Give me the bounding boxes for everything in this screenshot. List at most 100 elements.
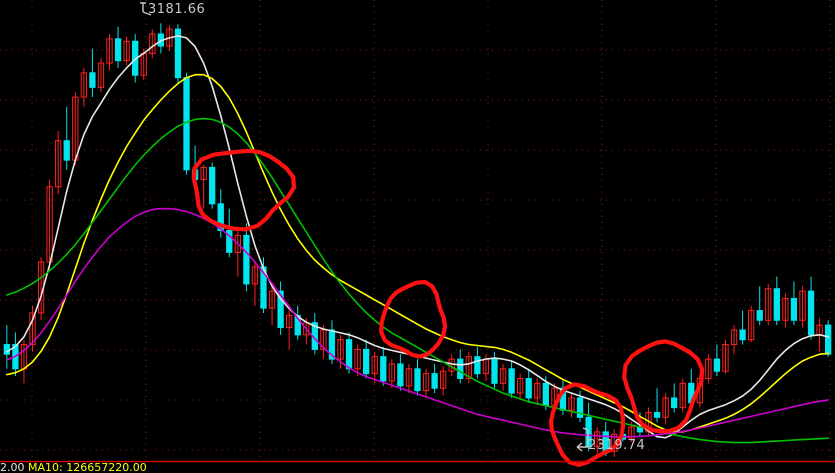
candlestick[interactable] xyxy=(294,305,301,340)
candlestick[interactable] xyxy=(20,339,28,384)
candlestick[interactable] xyxy=(465,351,472,384)
candlestick[interactable] xyxy=(568,393,575,418)
candlestick[interactable] xyxy=(371,351,378,384)
candlestick[interactable] xyxy=(790,281,798,326)
candlestick[interactable] xyxy=(405,363,413,394)
candle-body-up xyxy=(465,356,472,380)
candlestick[interactable] xyxy=(457,349,464,384)
candlestick[interactable] xyxy=(328,320,336,364)
candlestick[interactable] xyxy=(380,346,387,386)
candlestick[interactable] xyxy=(748,305,755,343)
candle-body-down xyxy=(491,358,498,384)
candle-body-down xyxy=(576,397,584,418)
candlestick[interactable] xyxy=(97,58,105,93)
volume-indicator-legend: 2.00 MA10: 126657220.00 xyxy=(0,462,835,473)
candlestick[interactable] xyxy=(739,310,746,345)
candle-body-up xyxy=(594,431,601,447)
candlestick[interactable] xyxy=(286,310,293,350)
candlestick[interactable] xyxy=(149,29,156,59)
candlestick[interactable] xyxy=(491,351,498,389)
candlestick[interactable] xyxy=(713,344,721,377)
candlestick[interactable] xyxy=(517,373,524,401)
candlestick[interactable] xyxy=(722,339,729,374)
candlestick[interactable] xyxy=(320,325,327,360)
hand-drawn-circle-annotation xyxy=(379,279,448,359)
candlestick[interactable] xyxy=(756,286,763,326)
candlestick[interactable] xyxy=(311,312,318,355)
candle-body-down xyxy=(328,329,336,360)
candlestick[interactable] xyxy=(345,332,353,374)
candle-body-down xyxy=(457,358,464,380)
candlestick[interactable] xyxy=(525,368,532,403)
candlestick[interactable] xyxy=(825,320,832,357)
candle-body-up xyxy=(662,397,669,418)
candlestick[interactable] xyxy=(251,262,259,306)
candlestick[interactable] xyxy=(354,344,361,377)
candle-body-up xyxy=(388,363,395,382)
candlestick-layer[interactable] xyxy=(3,23,832,458)
candlestick[interactable] xyxy=(337,334,344,369)
candlestick[interactable] xyxy=(653,388,661,423)
candlestick[interactable] xyxy=(799,286,806,328)
candlestick[interactable] xyxy=(114,26,122,68)
candlestick[interactable] xyxy=(773,276,780,326)
candlestick[interactable] xyxy=(200,164,207,209)
candlestick[interactable] xyxy=(234,228,241,277)
candlestick[interactable] xyxy=(730,325,738,355)
candlestick[interactable] xyxy=(422,368,430,398)
candlestick[interactable] xyxy=(671,383,678,413)
candlestick[interactable] xyxy=(29,305,36,352)
candle-body-up xyxy=(765,288,772,321)
candle-body-down xyxy=(739,329,746,341)
candle-body-up xyxy=(337,339,344,360)
candlestick[interactable] xyxy=(243,223,250,292)
candle-body-down xyxy=(3,344,10,355)
candle-body-down xyxy=(756,310,763,321)
candlestick[interactable] xyxy=(474,346,481,379)
candle-body-down xyxy=(217,203,224,232)
candlestick[interactable] xyxy=(268,286,276,326)
candle-body-up xyxy=(251,266,259,285)
candlestick[interactable] xyxy=(157,23,164,54)
candle-body-up xyxy=(320,329,327,350)
candle-body-up xyxy=(286,314,293,329)
candle-body-up xyxy=(371,356,378,375)
candlestick[interactable] xyxy=(363,339,370,379)
candlestick[interactable] xyxy=(388,359,395,389)
high-price-annotation: 3181.66 xyxy=(148,2,206,17)
candle-body-up xyxy=(782,297,789,321)
candle-body-down xyxy=(114,38,122,62)
candlestick[interactable] xyxy=(106,33,113,71)
candlestick[interactable] xyxy=(499,363,507,391)
candle-body-down xyxy=(773,288,780,321)
candlestick[interactable] xyxy=(209,162,216,209)
candle-body-down xyxy=(174,28,182,79)
candlestick[interactable] xyxy=(277,281,284,335)
candlestick[interactable] xyxy=(679,378,686,413)
candlestick[interactable] xyxy=(508,361,515,398)
candlestick[interactable] xyxy=(226,208,233,258)
price-marker-layer xyxy=(140,2,589,452)
candlestick[interactable] xyxy=(174,24,182,83)
candle-body-up xyxy=(422,373,430,392)
candlestick[interactable] xyxy=(662,393,669,425)
candlestick[interactable] xyxy=(89,48,96,98)
candlestick[interactable] xyxy=(123,36,130,66)
candlestick[interactable] xyxy=(80,67,87,107)
candle-body-up xyxy=(123,40,130,62)
candlestick[interactable] xyxy=(705,354,712,384)
candlestick[interactable] xyxy=(807,276,815,340)
candlestick[interactable] xyxy=(782,293,789,328)
candlestick[interactable] xyxy=(431,363,438,394)
candlestick[interactable] xyxy=(397,354,404,391)
candlestick[interactable] xyxy=(534,378,541,406)
candlestick[interactable] xyxy=(594,427,601,454)
candle-body-up xyxy=(200,166,207,181)
candlestick[interactable] xyxy=(765,283,772,326)
candlestick[interactable] xyxy=(63,106,70,170)
candlestick[interactable] xyxy=(440,366,447,396)
candlestick[interactable] xyxy=(55,131,62,195)
candlestick[interactable] xyxy=(3,325,10,369)
candlestick[interactable] xyxy=(414,359,421,396)
